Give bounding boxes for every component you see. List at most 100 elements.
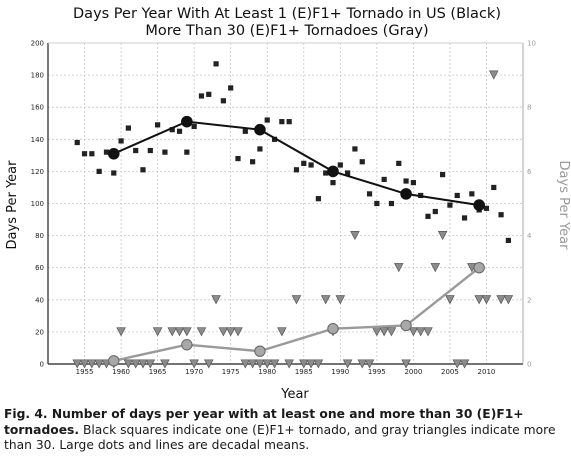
data-point-triangle bbox=[196, 327, 207, 337]
data-point-square bbox=[279, 119, 285, 125]
data-point-square bbox=[89, 151, 95, 157]
data-point-triangle bbox=[350, 231, 360, 241]
data-point-triangle bbox=[87, 359, 97, 369]
x-tick-label: 1985 bbox=[295, 368, 313, 376]
data-point-square bbox=[118, 138, 124, 144]
data-point-square bbox=[213, 61, 219, 67]
data-point-triangle bbox=[423, 327, 433, 337]
data-point-triangle bbox=[379, 327, 389, 337]
y-tick-label: 140 bbox=[31, 136, 44, 144]
mean-point-gray bbox=[254, 345, 266, 357]
data-point-square bbox=[345, 170, 351, 176]
data-point-square bbox=[301, 160, 307, 166]
chart-subtitle: More Than 30 (E)F1+ Tornadoes (Gray) bbox=[145, 23, 428, 39]
data-point-triangle bbox=[401, 359, 411, 369]
data-point-square bbox=[410, 180, 416, 186]
data-point-square bbox=[505, 237, 511, 244]
data-point-square bbox=[191, 123, 197, 130]
data-point-square bbox=[264, 117, 270, 123]
x-tick-label: 2010 bbox=[478, 368, 496, 376]
x-tick-label: 1970 bbox=[185, 368, 203, 376]
data-point-square bbox=[359, 159, 365, 165]
data-point-triangle bbox=[116, 327, 126, 337]
data-point-triangle bbox=[211, 295, 221, 305]
data-point-square bbox=[388, 200, 395, 207]
data-point-square bbox=[374, 200, 380, 207]
data-point-triangle bbox=[255, 359, 265, 369]
data-point-square bbox=[125, 125, 131, 131]
mean-point-gray bbox=[400, 319, 412, 332]
data-point-triangle bbox=[167, 327, 178, 337]
data-point-triangle bbox=[269, 359, 280, 369]
x-tick-label: 2005 bbox=[441, 368, 459, 376]
y-tick-label: 180 bbox=[31, 72, 44, 80]
data-point-triangle bbox=[79, 359, 90, 369]
data-point-square bbox=[81, 151, 88, 157]
y-tick-label: 120 bbox=[31, 168, 44, 176]
data-point-triangle bbox=[408, 327, 419, 337]
data-point-square bbox=[235, 155, 241, 162]
data-point-triangle bbox=[277, 327, 287, 337]
data-point-triangle bbox=[291, 295, 302, 305]
data-point-square bbox=[169, 127, 175, 133]
data-point-square bbox=[206, 91, 212, 97]
mean-point-gray bbox=[473, 262, 485, 274]
data-point-triangle bbox=[240, 359, 251, 369]
x-tick-label: 2000 bbox=[404, 368, 422, 376]
data-point-square bbox=[315, 196, 321, 202]
data-point-square bbox=[147, 147, 153, 154]
data-point-square bbox=[140, 167, 146, 173]
mean-point-black bbox=[400, 188, 412, 200]
data-point-triangle bbox=[138, 359, 148, 369]
y-tick-label: 160 bbox=[31, 104, 44, 112]
data-point-square bbox=[366, 191, 373, 197]
data-point-square bbox=[176, 128, 183, 134]
x-tick-label: 1990 bbox=[331, 368, 349, 376]
x-tick-label: 1980 bbox=[258, 368, 276, 376]
data-point-triangle bbox=[123, 359, 134, 369]
mean-point-gray bbox=[181, 339, 193, 351]
y2-tick-label: 0 bbox=[527, 361, 531, 369]
data-point-triangle bbox=[459, 359, 470, 369]
data-point-square bbox=[483, 205, 490, 211]
mean-point-black bbox=[473, 199, 485, 211]
y-tick-label: 200 bbox=[31, 40, 44, 48]
data-point-square bbox=[74, 139, 80, 146]
y2-tick-label: 10 bbox=[527, 40, 536, 48]
x-axis-label: Year bbox=[280, 387, 309, 400]
data-point-triangle bbox=[335, 295, 346, 305]
x-tick-label: 1955 bbox=[76, 368, 94, 376]
data-point-square bbox=[381, 176, 387, 183]
data-point-square bbox=[454, 192, 460, 199]
y2-axis-label: Days Per Year bbox=[556, 161, 571, 251]
data-point-square bbox=[440, 172, 446, 178]
data-point-square bbox=[403, 178, 409, 184]
data-point-square bbox=[293, 167, 300, 173]
data-point-triangle bbox=[474, 295, 484, 305]
data-point-square bbox=[228, 85, 234, 91]
data-point-triangle bbox=[152, 327, 163, 337]
x-tick-label: 1975 bbox=[222, 368, 240, 376]
x-tick-label: 1965 bbox=[149, 368, 167, 376]
data-point-triangle bbox=[342, 359, 353, 369]
data-point-triangle bbox=[320, 295, 331, 305]
data-point-square bbox=[162, 149, 168, 155]
data-point-triangle bbox=[145, 359, 156, 369]
data-point-triangle bbox=[203, 359, 214, 369]
data-point-triangle bbox=[298, 359, 309, 369]
data-marks bbox=[72, 61, 514, 369]
data-point-square bbox=[250, 159, 256, 165]
data-point-square bbox=[257, 146, 263, 152]
data-point-triangle bbox=[247, 359, 258, 369]
data-point-triangle bbox=[225, 327, 236, 337]
data-point-square bbox=[111, 170, 117, 176]
y-tick-label: 0 bbox=[40, 361, 44, 369]
data-point-triangle bbox=[415, 327, 426, 337]
data-point-triangle bbox=[496, 295, 506, 305]
data-point-square bbox=[133, 147, 139, 154]
data-point-triangle bbox=[160, 359, 170, 369]
data-point-square bbox=[396, 160, 402, 166]
figure-caption: Fig. 4. Number of days per year with at … bbox=[4, 407, 567, 454]
mean-point-gray bbox=[108, 355, 120, 367]
